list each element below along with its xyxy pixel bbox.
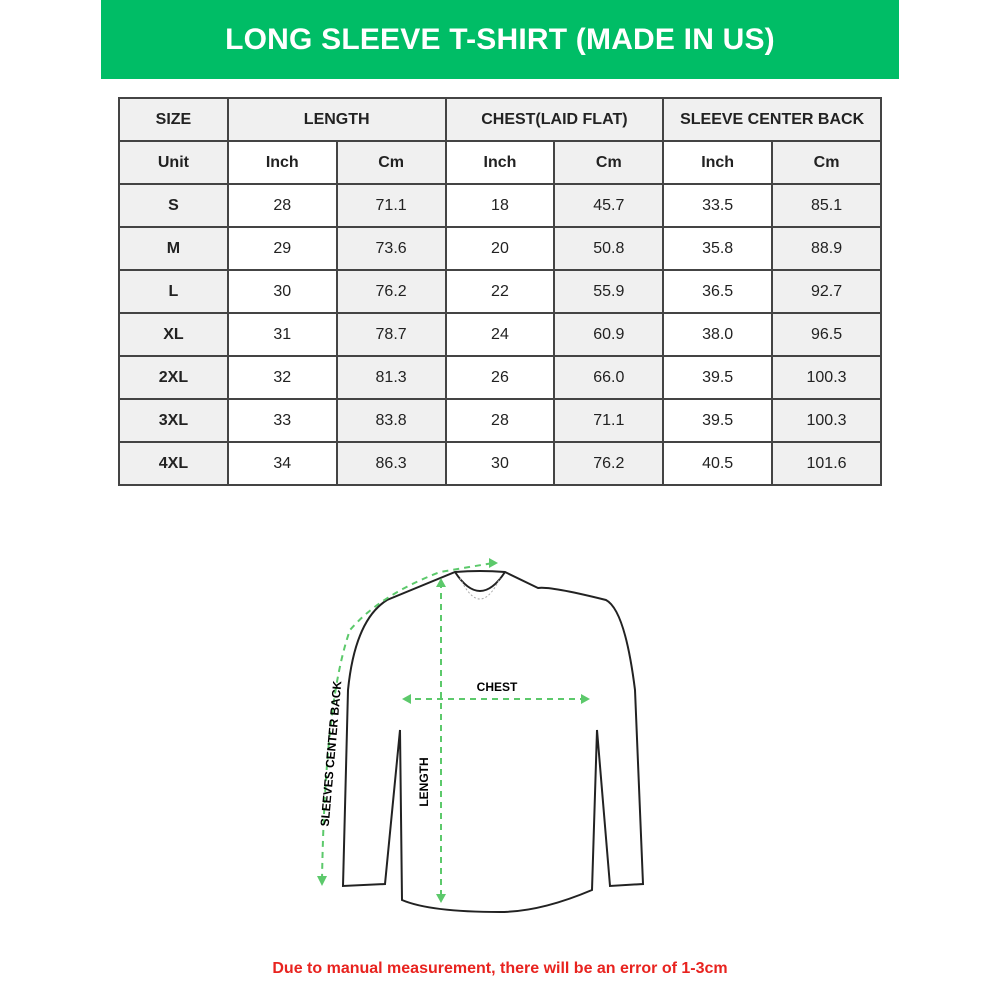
size-cell: L bbox=[118, 269, 229, 314]
value-cell: 81.3 bbox=[335, 355, 447, 400]
value-cell: 28 bbox=[226, 183, 338, 228]
value-cell: 33.5 bbox=[662, 183, 774, 228]
value-cell: 83.8 bbox=[335, 398, 447, 443]
value-cell: Cm bbox=[335, 140, 447, 185]
value-cell: 34 bbox=[226, 441, 338, 486]
value-cell: 50.8 bbox=[553, 226, 665, 271]
value-cell: Inch bbox=[444, 140, 556, 185]
table-row: 2XL 32 81.3 26 66.0 39.5 100.3 bbox=[118, 355, 882, 400]
size-cell: 4XL bbox=[118, 441, 229, 486]
value-cell: 36.5 bbox=[662, 269, 774, 314]
value-cell: 20 bbox=[444, 226, 556, 271]
value-cell: Inch bbox=[662, 140, 774, 185]
value-cell: 66.0 bbox=[553, 355, 665, 400]
value-cell: 92.7 bbox=[771, 269, 882, 314]
value-cell: 39.5 bbox=[662, 355, 774, 400]
size-cell: XL bbox=[118, 312, 229, 357]
table-row: M 29 73.6 20 50.8 35.8 88.9 bbox=[118, 226, 882, 271]
table-row: S 28 71.1 18 45.7 33.5 85.1 bbox=[118, 183, 882, 228]
table-row: L 30 76.2 22 55.9 36.5 92.7 bbox=[118, 269, 882, 314]
value-cell: 35.8 bbox=[662, 226, 774, 271]
value-cell: 33 bbox=[226, 398, 338, 443]
unit-row: Unit Inch Cm Inch Cm Inch Cm bbox=[118, 140, 882, 185]
value-cell: 85.1 bbox=[771, 183, 882, 228]
value-cell: 31 bbox=[226, 312, 338, 357]
value-cell: 101.6 bbox=[771, 441, 882, 486]
table-row: 4XL 34 86.3 30 76.2 40.5 101.6 bbox=[118, 441, 882, 486]
table-row: XL 31 78.7 24 60.9 38.0 96.5 bbox=[118, 312, 882, 357]
header-size: SIZE bbox=[118, 97, 229, 142]
value-cell: 88.9 bbox=[771, 226, 882, 271]
sleeve-arrow bbox=[321, 562, 494, 881]
value-cell: 29 bbox=[226, 226, 338, 271]
value-cell: 76.2 bbox=[553, 441, 665, 486]
value-cell: 24 bbox=[444, 312, 556, 357]
value-cell: 28 bbox=[444, 398, 556, 443]
page-title: LONG SLEEVE T-SHIRT (MADE IN US) bbox=[225, 22, 775, 56]
header-row: SIZE LENGTH CHEST(LAID FLAT) SLEEVE CENT… bbox=[118, 97, 882, 142]
value-cell: 40.5 bbox=[662, 441, 774, 486]
value-cell: 86.3 bbox=[335, 441, 447, 486]
sleeve-label: SLEEVES CENTER BACK bbox=[318, 680, 345, 827]
size-cell: 2XL bbox=[118, 355, 229, 400]
value-cell: 71.1 bbox=[553, 398, 665, 443]
value-cell: 22 bbox=[444, 269, 556, 314]
chest-label: CHEST bbox=[477, 680, 518, 694]
value-cell: 96.5 bbox=[771, 312, 882, 357]
value-cell: 38.0 bbox=[662, 312, 774, 357]
value-cell: 100.3 bbox=[771, 398, 882, 443]
value-cell: 73.6 bbox=[335, 226, 447, 271]
length-label: LENGTH bbox=[417, 757, 431, 806]
header-length: LENGTH bbox=[226, 97, 447, 142]
value-cell: Cm bbox=[771, 140, 882, 185]
value-cell: 76.2 bbox=[335, 269, 447, 314]
value-cell: 26 bbox=[444, 355, 556, 400]
value-cell: 18 bbox=[444, 183, 556, 228]
value-cell: 45.7 bbox=[553, 183, 665, 228]
header-chest: CHEST(LAID FLAT) bbox=[444, 97, 665, 142]
size-cell: S bbox=[118, 183, 229, 228]
header-sleeve: SLEEVE CENTER BACK bbox=[662, 97, 882, 142]
value-cell: 39.5 bbox=[662, 398, 774, 443]
table-row: 3XL 33 83.8 28 71.1 39.5 100.3 bbox=[118, 398, 882, 443]
value-cell: Cm bbox=[553, 140, 665, 185]
value-cell: 78.7 bbox=[335, 312, 447, 357]
size-cell: 3XL bbox=[118, 398, 229, 443]
value-cell: 30 bbox=[226, 269, 338, 314]
size-table: SIZE LENGTH CHEST(LAID FLAT) SLEEVE CENT… bbox=[118, 97, 882, 486]
value-cell: 71.1 bbox=[335, 183, 447, 228]
shirt-outline bbox=[341, 570, 645, 914]
shirt-diagram: CHEST LENGTH SLEEVES CENTER BACK bbox=[317, 558, 645, 914]
measurement-note: Due to manual measurement, there will be… bbox=[272, 960, 728, 977]
value-cell: 55.9 bbox=[553, 269, 665, 314]
value-cell: 100.3 bbox=[771, 355, 882, 400]
size-cell: Unit bbox=[118, 140, 229, 185]
value-cell: 60.9 bbox=[553, 312, 665, 357]
value-cell: 32 bbox=[226, 355, 338, 400]
title-banner: LONG SLEEVE T-SHIRT (MADE IN US) bbox=[101, 0, 899, 79]
size-cell: M bbox=[118, 226, 229, 271]
value-cell: 30 bbox=[444, 441, 556, 486]
value-cell: Inch bbox=[226, 140, 338, 185]
